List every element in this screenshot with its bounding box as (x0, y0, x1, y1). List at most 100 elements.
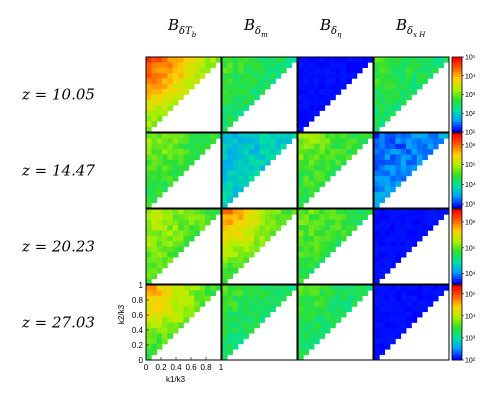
heatmap-cell (227, 306, 234, 313)
heatmap-cell (156, 143, 163, 150)
heatmap-cell (303, 121, 310, 127)
heatmap-cell (319, 317, 326, 323)
colorbar-segment (452, 259, 462, 262)
heatmap-cell (162, 175, 168, 182)
heatmap-cell (248, 295, 255, 302)
heatmap-cell (395, 322, 402, 329)
colorbar-segment (452, 135, 462, 139)
heatmap-cell (238, 285, 244, 291)
heatmap-cell (330, 154, 336, 161)
heatmap-cell (199, 290, 206, 297)
heatmap-cell (248, 219, 255, 226)
heatmap-cell (254, 138, 260, 145)
heatmap-cell (351, 285, 358, 291)
heatmap-cell (303, 246, 310, 253)
heatmap-cell (270, 57, 276, 63)
heatmap-cell (167, 99, 174, 106)
heatmap-cell (298, 165, 304, 171)
heatmap-cell (379, 191, 386, 198)
heatmap-cell (340, 83, 347, 90)
heatmap-cell (151, 327, 158, 334)
heatmap-cell (298, 267, 304, 274)
heatmap-cell (356, 285, 363, 291)
heatmap-cell (400, 301, 407, 307)
heatmap-cell (330, 143, 336, 150)
heatmap-cell (379, 175, 386, 182)
heatmap-cell (298, 191, 304, 198)
heatmap-cell (286, 290, 292, 297)
heatmap-cell (374, 89, 380, 95)
heatmap-cell (227, 175, 234, 182)
heatmap-cell (232, 333, 239, 339)
heatmap-cell (222, 175, 228, 182)
heatmap-cell (367, 57, 374, 63)
heatmap-cell (188, 295, 195, 302)
heatmap-cell (400, 149, 407, 155)
heatmap-cell (384, 251, 391, 258)
heatmap-cell (298, 99, 304, 106)
colorbars: 10⁵10⁴10³10²10¹10⁶10⁵10⁴10³10⁶10⁵10⁴10⁵1… (451, 55, 476, 365)
heatmap-cell (215, 133, 222, 139)
heatmap-cell (379, 343, 386, 350)
heatmap-cell (146, 138, 152, 145)
heatmap-cell (232, 290, 239, 297)
heatmap-cell (243, 83, 250, 90)
heatmap-cell (303, 295, 310, 302)
heatmap-cell (151, 73, 158, 79)
heatmap-cell (259, 311, 266, 318)
heatmap-cell (374, 126, 380, 133)
heatmap-cell (298, 89, 304, 95)
heatmap-cell (222, 343, 228, 350)
heatmap-cell (411, 311, 418, 318)
heatmap-cell (248, 306, 255, 313)
heatmap-cell (340, 301, 347, 307)
heatmap-cell (286, 138, 292, 145)
heatmap-cell (199, 214, 206, 221)
heatmap-cell (254, 57, 260, 63)
heatmap-cell (314, 301, 320, 307)
heatmap-cell (162, 301, 168, 307)
heatmap-cell (406, 306, 412, 313)
column-title: Bδη (319, 16, 342, 39)
heatmap-cell (162, 306, 168, 313)
heatmap-cell (303, 262, 310, 269)
heatmap-cell (178, 83, 184, 90)
heatmap-cell (303, 149, 310, 155)
heatmap-cell (232, 214, 239, 221)
heatmap-cell (151, 133, 158, 139)
heatmap-cell (314, 105, 320, 111)
heatmap-cell (254, 94, 260, 101)
y-tick-label: 0.2 (132, 341, 144, 350)
heatmap-cell (422, 73, 428, 79)
heatmap-cell (188, 230, 195, 237)
heatmap-cell (411, 57, 418, 63)
heatmap-cell (400, 246, 407, 253)
heatmap-cell (232, 285, 239, 291)
heatmap-cell (427, 225, 434, 231)
heatmap-cell (303, 214, 310, 221)
heatmap-cell (222, 170, 228, 177)
heatmap-cell (232, 67, 239, 74)
heatmap-cell (162, 322, 168, 329)
heatmap-cell (222, 219, 228, 226)
heatmap-cell (227, 73, 234, 79)
heatmap-cell (199, 143, 206, 150)
heatmap-cell (427, 143, 434, 150)
heatmap-cell (232, 99, 239, 106)
heatmap-cell (243, 73, 250, 79)
heatmap-cell (215, 57, 222, 63)
heatmap-cell (330, 165, 336, 171)
heatmap-cell (308, 241, 315, 247)
heatmap-cell (232, 322, 239, 329)
heatmap-cell (298, 126, 304, 133)
heatmap-cell (259, 230, 266, 237)
heatmap-cell (400, 235, 407, 242)
heatmap-cell (156, 170, 163, 177)
heatmap-cell (194, 149, 200, 155)
heatmap-panel (145, 284, 222, 361)
colorbar-segment (452, 224, 462, 227)
heatmap-cell (427, 290, 434, 297)
heatmap-cell (427, 219, 434, 226)
